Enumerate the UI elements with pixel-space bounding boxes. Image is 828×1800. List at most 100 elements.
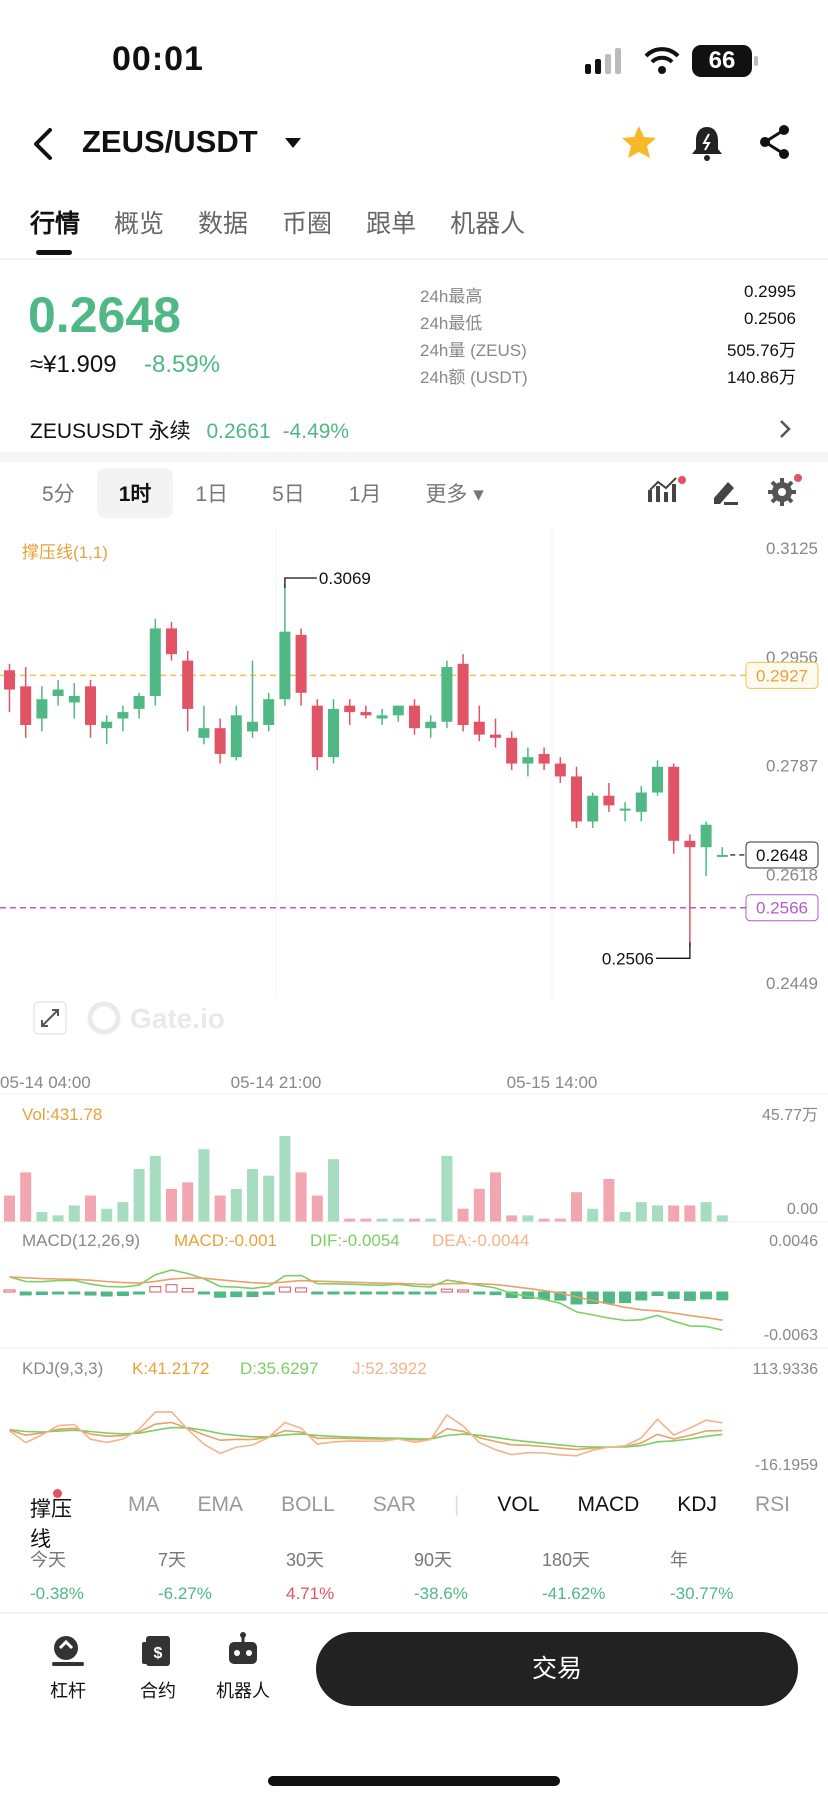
macd-bar bbox=[100, 1291, 113, 1297]
interval-1h[interactable]: 1时 bbox=[96, 468, 174, 518]
period-label: 今天 bbox=[30, 1550, 66, 1570]
interval-5m[interactable]: 5分 bbox=[42, 483, 75, 506]
macd-bar bbox=[165, 1284, 178, 1293]
volume-bar bbox=[247, 1169, 258, 1222]
candle-body bbox=[619, 808, 631, 811]
interval-5d[interactable]: 5日 bbox=[272, 483, 305, 506]
volume-bar bbox=[409, 1218, 420, 1222]
candle-body bbox=[182, 660, 194, 709]
price-alert-icon[interactable] bbox=[690, 124, 724, 162]
low-annotation: 0.2506 bbox=[602, 949, 654, 968]
indicator-tab-sr[interactable]: 撑压线 bbox=[30, 1489, 90, 1553]
support-label: 0.2566 bbox=[756, 899, 808, 918]
dea-line bbox=[9, 1276, 723, 1321]
interval-selector: 5分 1时 1日 5日 1月 更多 ▾ bbox=[20, 468, 506, 518]
macd-bar bbox=[181, 1287, 194, 1293]
candle-body bbox=[328, 708, 339, 758]
share-icon[interactable] bbox=[758, 124, 792, 160]
volume-bar bbox=[52, 1215, 64, 1222]
candle-body bbox=[554, 763, 566, 777]
volume-bar bbox=[652, 1205, 663, 1222]
divider bbox=[0, 258, 828, 260]
price-change: -8.59% bbox=[144, 351, 221, 378]
macd-bar bbox=[554, 1291, 567, 1301]
pair-dropdown-icon[interactable] bbox=[283, 136, 303, 150]
macd-bar bbox=[457, 1289, 470, 1293]
contract-icon: $ bbox=[142, 1636, 170, 1666]
candle-body bbox=[149, 628, 161, 697]
contract-button[interactable]: $ 合约 bbox=[138, 1632, 178, 1703]
interval-1mo[interactable]: 1月 bbox=[348, 483, 382, 506]
tab-community[interactable]: 币圈 bbox=[282, 210, 333, 238]
section-gap bbox=[0, 452, 828, 462]
tab-robot[interactable]: 机器人 bbox=[450, 210, 526, 238]
home-indicator[interactable] bbox=[268, 1776, 560, 1786]
candle bbox=[198, 705, 210, 745]
back-icon[interactable] bbox=[28, 126, 56, 162]
chart-settings-icon[interactable] bbox=[766, 474, 802, 506]
draw-tool-icon[interactable] bbox=[710, 476, 740, 506]
candle-body bbox=[457, 663, 469, 725]
candle-body bbox=[587, 795, 599, 822]
stat-value: 0.2995 bbox=[744, 282, 796, 301]
candle-body bbox=[538, 753, 550, 764]
interval-1d[interactable]: 1日 bbox=[195, 483, 229, 506]
indicator-tab-macd[interactable]: MACD bbox=[577, 1493, 640, 1516]
candle bbox=[214, 718, 226, 764]
macd-bar bbox=[651, 1291, 664, 1297]
leverage-button[interactable]: 杠杆 bbox=[48, 1632, 88, 1703]
indicator-tab-boll[interactable]: BOLL bbox=[281, 1493, 335, 1516]
candle bbox=[392, 705, 404, 722]
candle bbox=[117, 705, 129, 732]
candle-body bbox=[490, 734, 501, 738]
candle bbox=[247, 660, 258, 738]
candle-body bbox=[716, 854, 728, 857]
tab-market[interactable]: 行情 bbox=[30, 210, 81, 238]
indicator-tab-sar[interactable]: SAR bbox=[372, 1493, 416, 1516]
indicator-tab-rsi[interactable]: RSI bbox=[754, 1493, 790, 1516]
candle-body bbox=[376, 715, 388, 719]
stat-label: 24h额 (USDT) bbox=[420, 368, 528, 387]
volume-bar bbox=[619, 1212, 631, 1222]
candle-body bbox=[506, 737, 518, 764]
tab-overview[interactable]: 概览 bbox=[114, 210, 165, 238]
volume-bar bbox=[684, 1205, 696, 1222]
interval-more[interactable]: 更多 ▾ bbox=[425, 483, 484, 506]
chevron-right-icon[interactable] bbox=[778, 418, 792, 440]
indicator-tab-vol[interactable]: VOL bbox=[497, 1493, 540, 1516]
tab-data[interactable]: 数据 bbox=[198, 210, 249, 238]
pair-title[interactable]: ZEUS/USDT bbox=[82, 124, 258, 159]
indicator-tab-kdj[interactable]: KDJ bbox=[677, 1493, 717, 1516]
perpetual-row[interactable]: ZEUSUSDT 永续 0.2661 -4.49% bbox=[30, 415, 349, 445]
ticker-stats: 24h最高 0.2995 24h最低 0.2506 24h量 (ZEUS) 505.7… bbox=[420, 282, 796, 390]
kdj-k-value: K:41.2172 bbox=[132, 1359, 210, 1378]
trade-button[interactable]: 交易 bbox=[316, 1632, 798, 1706]
macd-bar bbox=[278, 1286, 291, 1293]
stat-value: 0.2506 bbox=[744, 309, 796, 328]
kdj-d-value: D:35.6297 bbox=[240, 1359, 318, 1378]
robot-label: 机器人 bbox=[216, 1681, 270, 1701]
robot-button[interactable]: 机器人 bbox=[216, 1632, 270, 1703]
candle-body bbox=[85, 686, 96, 725]
favorite-star-icon[interactable] bbox=[620, 124, 658, 160]
candle bbox=[473, 705, 485, 742]
period-label: 7天 bbox=[158, 1550, 187, 1570]
status-time: 00:01 bbox=[112, 40, 204, 78]
indicator-chart-icon[interactable] bbox=[648, 476, 686, 506]
volume-bar bbox=[473, 1188, 485, 1222]
candle-body bbox=[700, 824, 712, 848]
macd-bar bbox=[3, 1289, 16, 1293]
volume-bar bbox=[344, 1218, 356, 1222]
candle-body bbox=[117, 712, 129, 719]
indicator-tab-ma[interactable]: MA bbox=[128, 1493, 160, 1516]
period-item: 7天 -6.27% bbox=[158, 1546, 286, 1604]
tab-copy-trade[interactable]: 跟单 bbox=[366, 210, 417, 238]
candle-body bbox=[571, 776, 582, 822]
divider bbox=[0, 1612, 828, 1614]
indicator-tab-ema[interactable]: EMA bbox=[197, 1493, 244, 1516]
macd-bar bbox=[116, 1291, 129, 1297]
kdj-k-line bbox=[9, 1421, 723, 1451]
kline-chart[interactable]: 撑压线(1,1) 0.31250.29560.27870.26180.2449 … bbox=[0, 528, 828, 1490]
macd-label: MACD(12,26,9) bbox=[22, 1231, 140, 1250]
macd-bar bbox=[35, 1291, 48, 1295]
